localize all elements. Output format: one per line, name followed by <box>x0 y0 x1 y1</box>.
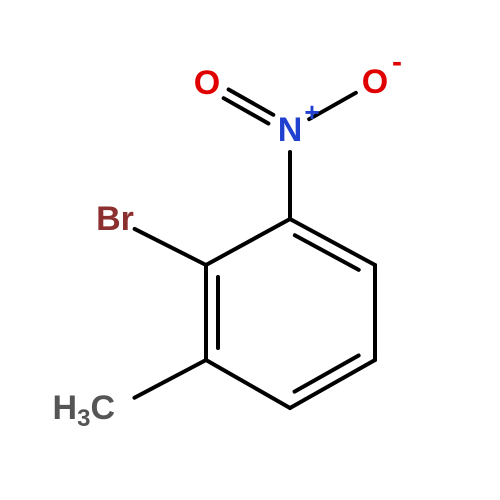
charge-plus: + <box>304 97 319 127</box>
bond <box>206 360 290 408</box>
bond <box>229 89 274 114</box>
bond <box>206 219 290 265</box>
bond <box>224 98 269 123</box>
molecule-diagram: H3CBr+NO-O <box>0 0 500 500</box>
bond <box>135 229 206 265</box>
atom-label-n: N <box>278 111 303 149</box>
charge-minus: - <box>392 46 402 79</box>
atom-label-br: Br <box>96 200 134 238</box>
atom-label-o2: O <box>362 63 388 101</box>
bond <box>290 219 375 265</box>
bond <box>290 360 375 408</box>
atom-label-ch3: H3C <box>53 389 115 432</box>
atom-label-o1: O <box>194 64 220 102</box>
bond <box>134 360 206 398</box>
